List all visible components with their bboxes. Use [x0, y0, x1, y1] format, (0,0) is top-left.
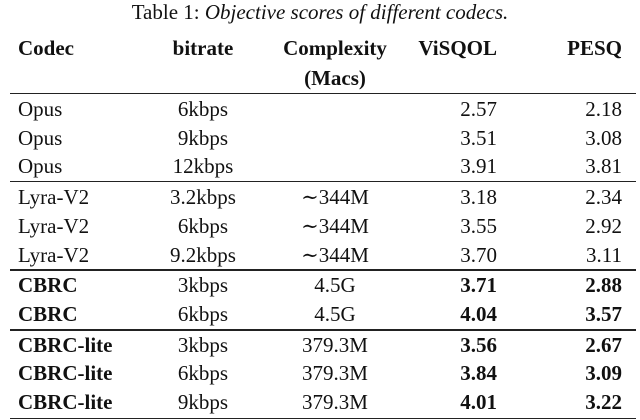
table-cell: 3kbps — [177, 332, 229, 357]
table-cell: ∼344M — [301, 242, 369, 267]
column-header: ViSQOL — [418, 36, 497, 60]
row-header: Lyra-V2 — [18, 185, 90, 210]
table-cell: 3.55 — [460, 213, 497, 238]
table-cell: 3.51 — [460, 125, 497, 150]
table-cell: 4.01 — [460, 390, 497, 414]
table-cell: 379.3M — [302, 332, 368, 357]
table-cell: 2.88 — [585, 273, 622, 298]
table-cell: 4.5G — [314, 301, 356, 326]
table-cell: 9kbps — [177, 390, 229, 414]
table-cell: 3.56 — [460, 332, 497, 357]
caption-label: Table 1: — [131, 0, 200, 24]
table-cell: 2.92 — [585, 213, 622, 238]
row-header: Opus — [18, 125, 63, 150]
caption-text: Objective scores of different codecs. — [204, 0, 509, 24]
table-cell: 379.3M — [302, 390, 368, 414]
row-header: CBRC-lite — [18, 332, 113, 357]
table-cell: 4.5G — [314, 273, 356, 298]
table-cell: 3.08 — [585, 125, 622, 150]
row-header: Opus — [18, 97, 63, 121]
column-header: (Macs) — [304, 66, 366, 90]
row-header: Opus — [18, 154, 63, 179]
table-cell: 6kbps — [177, 97, 229, 121]
column-header: PESQ — [567, 36, 622, 60]
table-rule — [10, 93, 636, 94]
table-rule — [10, 417, 636, 419]
column-header: bitrate — [172, 36, 234, 60]
table-cell: 3.84 — [460, 361, 497, 386]
table-cell: 9kbps — [177, 125, 229, 150]
table-cell: 3.91 — [460, 154, 497, 179]
row-header: Lyra-V2 — [18, 242, 90, 267]
table-cell: 379.3M — [302, 361, 368, 386]
table-cell: 6kbps — [177, 301, 229, 326]
table-cell: 2.34 — [585, 185, 622, 210]
table-cell: 2.57 — [460, 97, 497, 121]
table-cell: 3kbps — [177, 273, 229, 298]
table-cell: 4.04 — [460, 301, 497, 326]
table-cell: 12kbps — [172, 154, 234, 179]
column-header: Codec — [18, 36, 74, 60]
row-header: CBRC — [18, 301, 78, 326]
table-cell: 6kbps — [177, 213, 229, 238]
table-cell: 3.70 — [460, 242, 497, 267]
table-cell: 6kbps — [177, 361, 229, 386]
table-cell: 3.09 — [585, 361, 622, 386]
table-cell: ∼344M — [301, 185, 369, 210]
column-header: Complexity — [283, 36, 387, 60]
row-header: CBRC-lite — [18, 361, 113, 386]
table-rule — [10, 269, 636, 272]
table-cell: 3.71 — [460, 273, 497, 298]
table-cell: 3.11 — [586, 242, 622, 267]
table-cell: 3.57 — [585, 301, 622, 326]
table-cell: 3.81 — [585, 154, 622, 179]
table-cell: 9.2kbps — [170, 242, 236, 267]
table-cell: ∼344M — [301, 213, 369, 238]
table-cell: 3.22 — [585, 390, 622, 414]
row-header: Lyra-V2 — [18, 213, 90, 238]
table-cell: 3.18 — [460, 185, 497, 210]
table-cell: 3.2kbps — [170, 185, 236, 210]
caption: Table 1: Objective scores of different c… — [0, 0, 640, 24]
table-rule — [10, 181, 636, 183]
table-rule — [10, 328, 636, 331]
table-cell: 2.18 — [585, 97, 622, 121]
row-header: CBRC-lite — [18, 390, 113, 414]
table-cell: 2.67 — [585, 332, 622, 357]
row-header: CBRC — [18, 273, 78, 298]
